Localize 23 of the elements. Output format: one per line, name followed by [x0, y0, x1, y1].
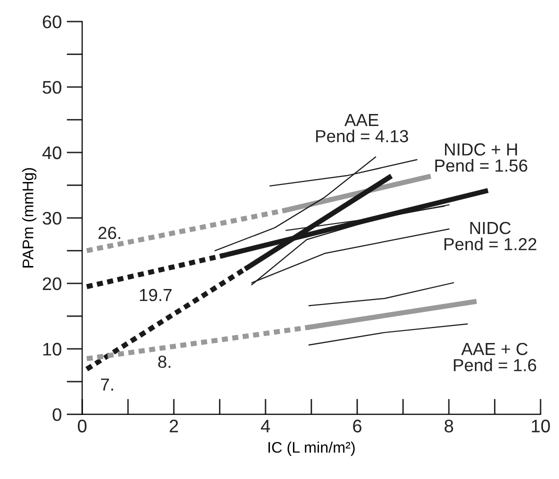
annotation: 7.: [101, 378, 114, 391]
x-axis-title: IC (L min/m²): [268, 442, 355, 456]
x-tick-label: 2: [170, 420, 178, 432]
annotation: 8.: [158, 356, 170, 368]
annotation: 19.7: [140, 288, 172, 302]
y-axis-title: PAPm (mmHg): [22, 168, 36, 268]
annotation: NIDC Pend = 1.22: [444, 222, 536, 250]
annotation: 26.: [98, 226, 120, 240]
y-tick-label: 10: [43, 342, 62, 356]
y-tick-label: 0: [52, 408, 62, 422]
y-tick-label: 60: [42, 15, 62, 28]
x-tick-label: 4: [260, 420, 270, 432]
y-tick-label: 30: [42, 212, 62, 225]
x-tick-label: 10: [532, 420, 550, 432]
annotation: AAE + C Pend = 1.6: [454, 342, 536, 372]
y-tick-label: 50: [42, 80, 62, 94]
y-tick-label: 20: [42, 277, 62, 290]
x-tick-label: 0: [78, 420, 86, 432]
x-tick-label: 8: [444, 420, 454, 432]
annotation: NIDC + H Pend = 1.56: [435, 143, 528, 172]
x-tick-label: 6: [353, 420, 362, 432]
y-tick-label: 40: [42, 146, 62, 160]
annotation: AAE Pend = 4.13: [316, 114, 408, 142]
